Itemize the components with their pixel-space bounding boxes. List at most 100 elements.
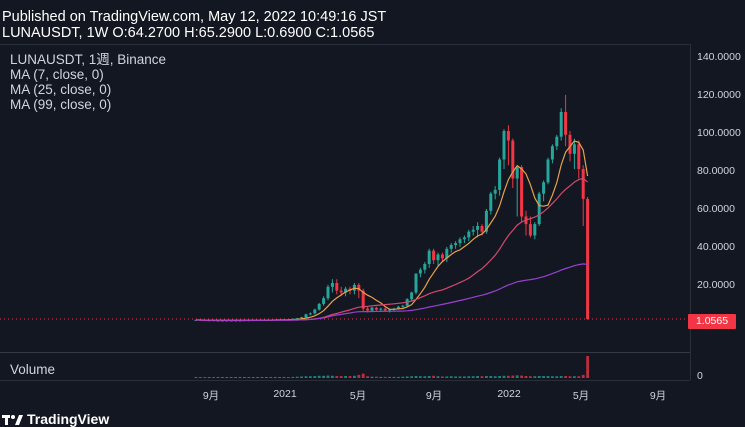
moving-average-25-line (195, 177, 588, 321)
volume-bar (441, 376, 444, 378)
price-pane[interactable] (0, 44, 690, 351)
candle-body (480, 226, 484, 232)
candle-body (484, 210, 488, 232)
time-tick-sep-2020: 9月 (202, 390, 220, 402)
volume-bar (471, 376, 475, 378)
time-tick-sep-2021: 9月 (425, 390, 443, 402)
volume-bar (493, 376, 497, 378)
volume-bar (564, 376, 567, 378)
volume-bar (344, 376, 347, 378)
candle-body (533, 224, 537, 236)
tradingview-mark-icon (2, 415, 23, 426)
volume-bar (502, 375, 506, 378)
volume-bar (533, 376, 537, 378)
volume-bar (383, 376, 387, 378)
volume-pane[interactable] (0, 352, 690, 379)
candle-body (317, 303, 321, 310)
tradingview-logo: TradingView (2, 411, 109, 427)
volume-bar (388, 376, 391, 378)
volume-bar (256, 377, 259, 378)
price-tick-140: 140.0000 (697, 51, 741, 63)
volume-bar (269, 377, 273, 378)
moving-average-7-line (195, 140, 589, 321)
volume-bar (295, 376, 299, 378)
volume-bar (551, 376, 554, 378)
volume-bar (335, 376, 339, 378)
volume-bar (467, 376, 471, 378)
volume-bar (546, 376, 550, 378)
candle-body (445, 248, 449, 259)
candle-body (476, 226, 480, 230)
volume-bar (537, 376, 541, 378)
volume-bar (357, 374, 361, 378)
candle-body (308, 313, 312, 315)
candle-body (462, 237, 466, 240)
volume-bar (542, 376, 545, 378)
candle-body (550, 146, 554, 160)
volume-bar (427, 376, 431, 378)
volume-bar (581, 374, 585, 378)
volume-bar (507, 375, 510, 378)
volume-bar (555, 376, 559, 378)
candle-body (546, 159, 550, 183)
volume-bar (436, 376, 440, 378)
volume-bar (405, 376, 409, 378)
volume-bar (568, 376, 572, 378)
candle-body (577, 144, 581, 169)
volume-bar (370, 376, 374, 378)
volume-bar (559, 376, 563, 378)
legend-ma25[interactable]: MA (25, close, 0) (10, 82, 112, 97)
candle-body (581, 169, 585, 199)
candle-body (528, 224, 532, 236)
legend-ma99[interactable]: MA (99, close, 0) (10, 97, 112, 112)
volume-bar (238, 377, 242, 378)
candle-body (493, 189, 497, 194)
candle-body (515, 167, 519, 179)
volume-bar (331, 375, 334, 378)
volume-bar (317, 375, 321, 378)
volume-bar (529, 376, 532, 378)
candle-body (295, 318, 299, 320)
volume-bar (414, 376, 418, 378)
volume-bar (498, 376, 501, 378)
candle-body (396, 306, 400, 309)
candle-body (449, 245, 453, 249)
price-tick-100: 100.0000 (697, 127, 741, 139)
candle-body (418, 269, 422, 274)
volume-bar (304, 376, 308, 378)
candle-body (330, 283, 334, 287)
volume-bar (419, 376, 422, 378)
volume-bar (291, 376, 295, 378)
volume-bar (423, 376, 427, 378)
candle-body (537, 193, 541, 225)
volume-title: Volume (10, 362, 56, 377)
volume-bar (322, 375, 325, 378)
candle-body (344, 288, 348, 293)
volume-bar (401, 376, 405, 378)
volume-bar (515, 375, 519, 378)
candle-body (361, 290, 365, 309)
candle-body (379, 308, 383, 310)
volume-bar (203, 377, 207, 378)
candle-body (423, 264, 427, 270)
volume-bar (287, 377, 290, 378)
volume-bar (265, 377, 268, 378)
volume-bar (300, 376, 303, 378)
candle-body (339, 290, 343, 293)
time-axis[interactable] (0, 380, 690, 411)
price-axis[interactable] (690, 44, 745, 380)
volume-bar (251, 377, 255, 378)
price-tick-120: 120.0000 (697, 89, 741, 101)
volume-bar (313, 376, 317, 378)
candle-body (568, 134, 572, 154)
candle-body (471, 229, 475, 232)
legend-ma7[interactable]: MA (7, close, 0) (10, 67, 104, 82)
volume-bar (216, 377, 220, 378)
volume-bar (207, 377, 211, 378)
candle-body (506, 131, 510, 141)
time-tick-may-2022: 5月 (572, 390, 590, 402)
volume-bar (524, 376, 528, 378)
candle-body (436, 254, 440, 261)
volume-bar (353, 375, 356, 378)
